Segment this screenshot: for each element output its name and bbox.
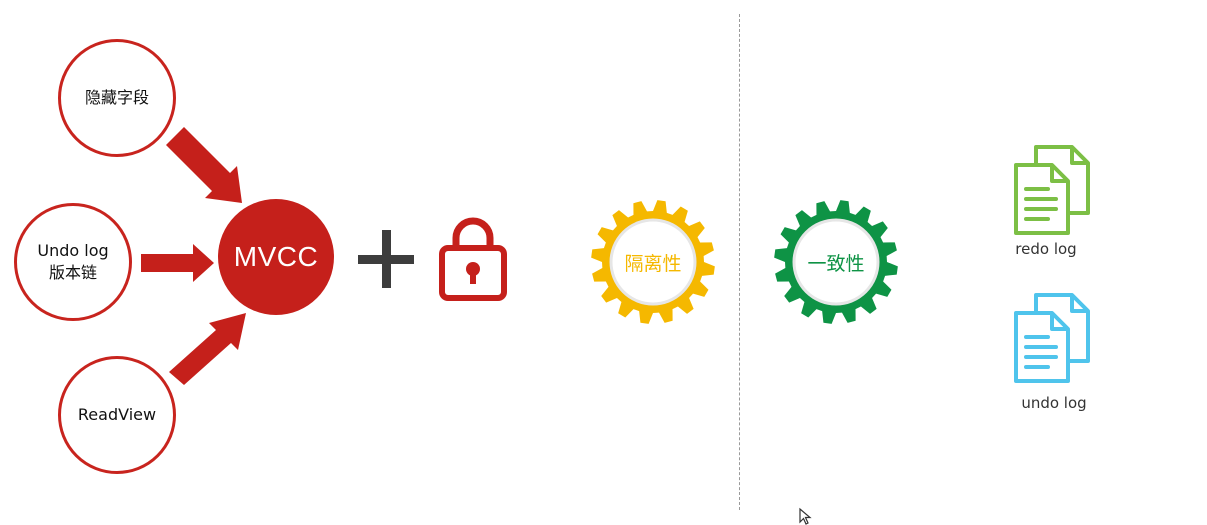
- arrow-middle: [141, 244, 214, 282]
- gear-center: [609, 218, 697, 306]
- arrow-top: [166, 127, 242, 203]
- hidden-fields-label: 隐藏字段: [84, 88, 149, 107]
- hidden-fields-node: 隐藏字段: [58, 39, 176, 157]
- undo-log-label: undo log: [1021, 394, 1087, 412]
- undo-log-chain-node: Undo log 版本链: [14, 203, 132, 321]
- arrow-bottom: [169, 313, 246, 385]
- gear-isolation-icon: [591, 200, 715, 324]
- undo-log-chain-label: Undo log 版本链: [37, 241, 109, 282]
- gear-consistency-label: 一致性: [807, 253, 865, 275]
- readview-label: ReadView: [77, 405, 157, 424]
- redo-log-document-icon: [1014, 145, 1090, 235]
- mvcc-label: MVCC: [233, 241, 319, 272]
- lock-icon: [439, 217, 507, 301]
- readview-node: ReadView: [58, 356, 176, 474]
- gear-consistency-icon: [774, 200, 898, 324]
- gear-center: [792, 218, 880, 306]
- plus-icon: [358, 230, 414, 288]
- mouse-cursor-icon: [799, 507, 812, 525]
- mvcc-node: MVCC: [218, 199, 334, 315]
- gear-isolation-label: 隔离性: [624, 253, 682, 275]
- redo-log-label: redo log: [1015, 240, 1077, 258]
- undo-log-document-icon: [1014, 293, 1090, 383]
- section-divider: [739, 14, 740, 510]
